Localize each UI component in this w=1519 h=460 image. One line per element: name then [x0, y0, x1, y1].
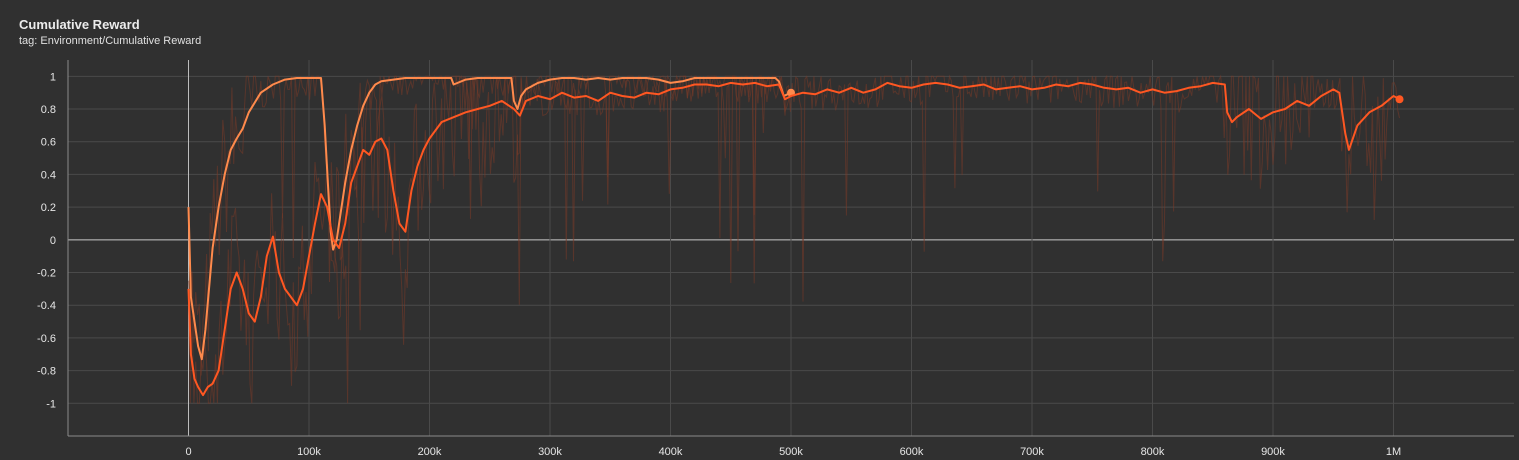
x-tick-label: 200k: [418, 446, 442, 458]
y-tick-label: 1: [50, 71, 56, 83]
y-tick-label: -1: [46, 398, 56, 410]
raw-series-line: [188, 74, 791, 376]
y-tick-label: 0.2: [41, 202, 56, 214]
x-tick-label: 0: [185, 446, 191, 458]
x-tick-label: 300k: [538, 446, 562, 458]
x-tick-label: 400k: [659, 446, 683, 458]
chart-title: Cumulative Reward: [19, 17, 140, 32]
axes: [67, 60, 1514, 437]
chart-subtitle: tag: Environment/Cumulative Reward: [19, 35, 202, 47]
series-end-marker-2: [1395, 95, 1404, 104]
y-tick-label: 0.8: [41, 104, 56, 116]
x-tick-label: 100k: [297, 446, 321, 458]
x-tick-label: 800k: [1141, 446, 1165, 458]
x-tick-label: 1M: [1386, 446, 1401, 458]
y-tick-label: -0.8: [37, 366, 56, 378]
series-line-2: [187, 81, 1400, 397]
y-tick-label: -0.6: [37, 333, 56, 345]
x-tick-label: 600k: [900, 446, 924, 458]
y-tick-label: 0.6: [41, 137, 56, 149]
tick-labels: -1 -0.8 -0.6 -0.4 -0.2 0 0.2 0.4 0.6 0.8 1 0 100k 200…: [37, 71, 1401, 458]
y-tick-label: -0.2: [37, 268, 56, 280]
x-tick-label: 900k: [1261, 446, 1285, 458]
x-tick-label: 500k: [779, 446, 803, 458]
x-tick-label: 700k: [1020, 446, 1044, 458]
y-tick-label: -0.4: [37, 300, 56, 312]
grid-lines: [68, 60, 1514, 436]
y-tick-label: 0: [50, 235, 56, 247]
series-line-1: [187, 77, 792, 361]
y-tick-label: 0.4: [41, 169, 56, 181]
series-layer: [187, 77, 1404, 397]
